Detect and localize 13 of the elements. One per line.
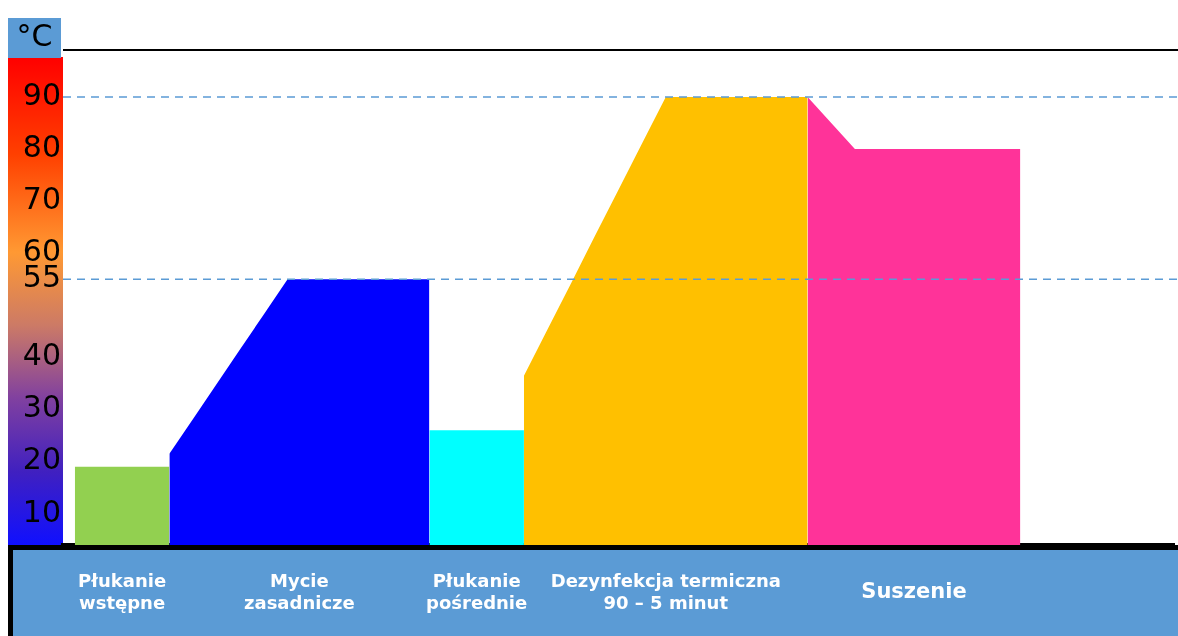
series-label: Suszenie <box>861 579 967 604</box>
y-axis-title: °C <box>16 17 53 53</box>
y-tick-label: 70 <box>22 180 61 216</box>
y-tick-label: 40 <box>22 337 61 373</box>
y-tick-label: 10 <box>22 493 61 529</box>
y-tick-label: 30 <box>22 389 61 425</box>
series-label: Dezynfekcja termiczna 90 – 5 minut <box>550 569 781 613</box>
series-label: Płukanie pośrednie <box>426 569 528 613</box>
series-label: Mycie zasadnicze <box>244 569 355 613</box>
y-tick-label: 90 <box>22 76 61 112</box>
y-tick-label: 20 <box>22 441 61 477</box>
y-tick-label: 80 <box>22 128 61 164</box>
series-label: Płukanie wstępne <box>78 569 167 613</box>
